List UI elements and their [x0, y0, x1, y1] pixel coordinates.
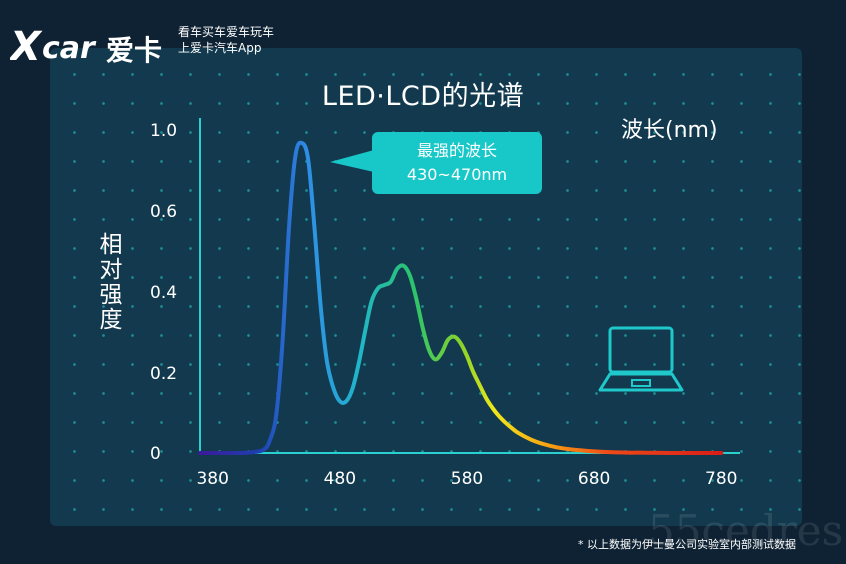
callout-line-1: 最强的波长 — [416, 141, 497, 160]
spectrum-series-line — [198, 140, 724, 455]
chart-panel — [50, 48, 802, 526]
y-tick-label: 0 — [150, 444, 161, 464]
peak-wavelength-callout: 最强的波长 430~470nm — [372, 132, 542, 194]
callout-pointer — [330, 150, 374, 172]
x-tick-label: 480 — [324, 469, 356, 489]
y-tick-label: 0.6 — [150, 202, 177, 222]
chart-title: LED·LCD的光谱 — [321, 81, 525, 112]
x-tick-label: 380 — [196, 469, 228, 489]
y-tick-label: 0.2 — [150, 364, 177, 384]
footnote: * 以上数据为伊士曼公司实验室内部测试数据 — [578, 538, 796, 551]
brand-slogan: 看车买车爱车玩车 上爱卡汽车App — [178, 24, 274, 56]
laptop-icon — [598, 326, 684, 392]
x-tick-label: 680 — [578, 469, 610, 489]
x-axis-unit-label: 波长(nm) — [621, 118, 718, 143]
y-axis-label: 相对强度 — [95, 232, 121, 332]
slogan-line-1: 看车买车爱车玩车 — [178, 25, 275, 39]
svg-text:X: X — [10, 24, 43, 70]
watermark: 55cedres — [648, 506, 844, 555]
xcar-logo: X car 爱卡 — [10, 24, 162, 70]
y-tick-label: 1.0 — [150, 121, 177, 141]
callout-line-2: 430~470nm — [406, 165, 508, 184]
svg-text:car: car — [42, 31, 97, 66]
y-tick-label: 0.4 — [150, 283, 177, 303]
tick-labels: 380 480 580 680 780 1.0 0.6 0.4 0.2 0 — [150, 121, 738, 489]
x-tick-label: 780 — [705, 469, 737, 489]
slogan-line-2: 上爱卡汽车App — [178, 41, 262, 55]
x-tick-label: 580 — [451, 469, 483, 489]
svg-text:爱卡: 爱卡 — [106, 34, 162, 67]
